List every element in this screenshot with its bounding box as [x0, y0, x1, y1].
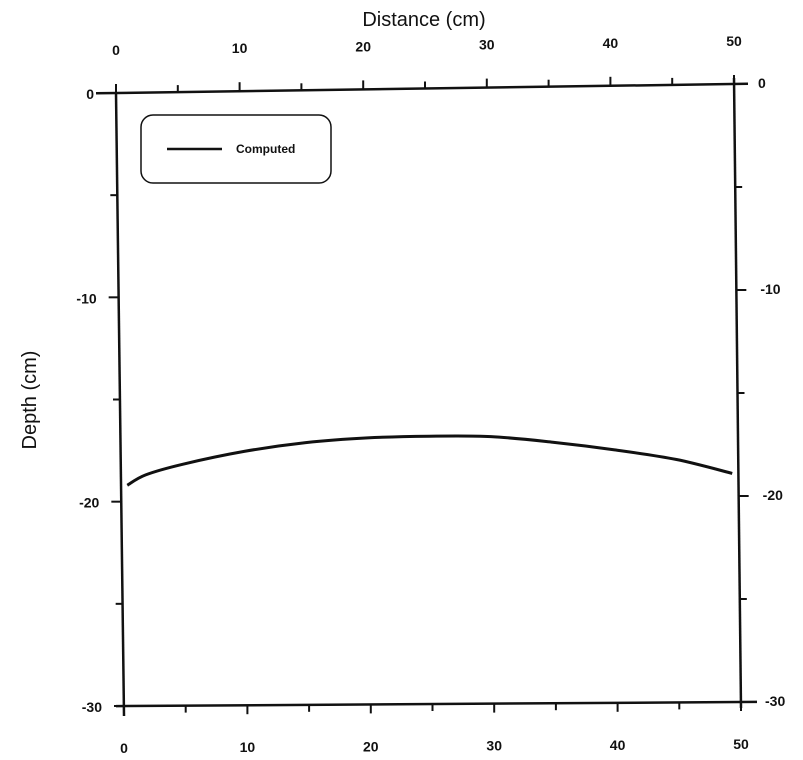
x-tick-label-bottom: 0 — [120, 740, 128, 756]
legend-box — [140, 114, 332, 184]
y-axis-title: Depth (cm) — [19, 351, 41, 450]
y-tick-label-left: 0 — [86, 86, 94, 102]
x-tick-label-bottom: 10 — [240, 739, 256, 755]
series-line-computed — [126, 434, 733, 487]
x-tick-label-top: 20 — [355, 38, 371, 54]
x-tick-label-bottom: 50 — [733, 736, 749, 752]
x-axis-title: Distance (cm) — [362, 9, 485, 31]
y-tick-label-left: -30 — [82, 699, 102, 715]
y-tick-label-right: -20 — [763, 487, 783, 503]
legend-label-computed: Computed — [236, 142, 295, 156]
x-tick-label-top: 0 — [112, 42, 120, 58]
x-tick-label-top: 30 — [479, 37, 495, 53]
x-tick-label-top: 40 — [603, 35, 619, 51]
x-tick-label-bottom: 40 — [610, 737, 626, 753]
x-tick-label-bottom: 30 — [486, 738, 502, 754]
y-tick-label-left: -20 — [79, 495, 99, 511]
y-tick-label-left: -10 — [76, 290, 96, 306]
y-tick-label-right: -30 — [765, 693, 785, 709]
y-tick-label-right: -10 — [760, 281, 780, 297]
plot-frame-top — [95, 82, 749, 95]
x-tick-label-top: 50 — [726, 33, 742, 49]
legend: Computed — [140, 114, 332, 184]
plot-frame-left — [114, 92, 126, 717]
y-tick-label-right: 0 — [758, 75, 766, 91]
x-tick-label-bottom: 20 — [363, 738, 379, 754]
plot-frame-bottom — [115, 700, 758, 708]
x-tick-label-top: 10 — [232, 40, 248, 56]
